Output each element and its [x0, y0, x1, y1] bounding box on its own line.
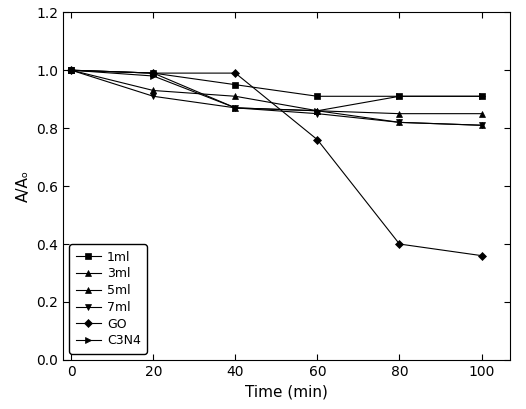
3ml: [68, 68, 75, 73]
5ml: [150, 88, 157, 93]
7ml: [232, 106, 239, 110]
1ml: [396, 94, 402, 99]
1ml: [232, 82, 239, 87]
Y-axis label: A/Aₒ: A/Aₒ: [16, 170, 31, 202]
5ml: [68, 68, 75, 73]
1ml: [478, 94, 484, 99]
3ml: [396, 111, 402, 116]
3ml: [232, 106, 239, 110]
Line: 7ml: 7ml: [68, 67, 484, 128]
1ml: [68, 68, 75, 73]
GO: [232, 71, 239, 76]
Line: C3N4: C3N4: [68, 67, 484, 114]
7ml: [150, 94, 157, 99]
X-axis label: Time (min): Time (min): [245, 384, 328, 399]
7ml: [68, 68, 75, 73]
3ml: [150, 71, 157, 76]
C3N4: [478, 94, 484, 99]
Legend: 1ml, 3ml, 5ml, 7ml, GO, C3N4: 1ml, 3ml, 5ml, 7ml, GO, C3N4: [69, 245, 147, 354]
7ml: [314, 111, 320, 116]
C3N4: [150, 74, 157, 79]
GO: [68, 68, 75, 73]
Line: GO: GO: [68, 67, 484, 258]
1ml: [314, 94, 320, 99]
C3N4: [68, 68, 75, 73]
C3N4: [396, 94, 402, 99]
GO: [396, 242, 402, 247]
C3N4: [314, 108, 320, 113]
3ml: [314, 108, 320, 113]
GO: [150, 71, 157, 76]
Line: 3ml: 3ml: [68, 67, 484, 117]
5ml: [314, 108, 320, 113]
5ml: [232, 94, 239, 99]
5ml: [396, 120, 402, 125]
GO: [314, 137, 320, 142]
5ml: [478, 123, 484, 128]
GO: [478, 253, 484, 258]
1ml: [150, 71, 157, 76]
3ml: [478, 111, 484, 116]
Line: 1ml: 1ml: [68, 67, 484, 99]
7ml: [396, 120, 402, 125]
C3N4: [232, 106, 239, 110]
7ml: [478, 123, 484, 128]
Line: 5ml: 5ml: [68, 67, 484, 128]
